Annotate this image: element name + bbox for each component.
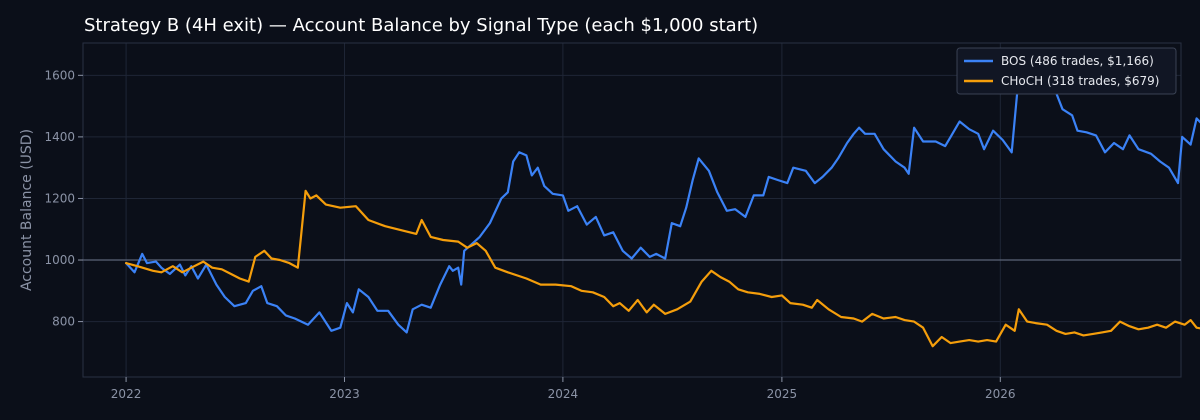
y-tick-label: 800 xyxy=(52,315,75,329)
legend: BOS (486 trades, $1,166) CHoCH (318 trad… xyxy=(956,47,1177,95)
legend-label-bos: BOS (486 trades, $1,166) xyxy=(1001,54,1154,68)
y-axis-label: Account Balance (USD) xyxy=(19,129,35,291)
plot-area-frame xyxy=(82,42,1182,378)
series-line-bos xyxy=(124,58,1200,334)
legend-label-choch: CHoCH (318 trades, $679) xyxy=(1001,74,1159,88)
x-tick-label: 2023 xyxy=(329,387,360,401)
series-lines xyxy=(124,58,1200,348)
chart-title: Strategy B (4H exit) — Account Balance b… xyxy=(84,15,758,36)
x-tick-label: 2024 xyxy=(548,387,579,401)
x-tick-label: 2022 xyxy=(111,387,142,401)
y-tick-label: 1000 xyxy=(44,253,75,267)
y-tick-label: 1400 xyxy=(44,130,75,144)
axis-ticks: 800 1000 1200 1400 1600 2022 2023 2024 2025 2026 xyxy=(44,68,1015,401)
series-line-choch xyxy=(124,189,1200,348)
legend-box xyxy=(956,47,1177,95)
x-tick-label: 2025 xyxy=(767,387,798,401)
x-tick-label: 2026 xyxy=(985,387,1016,401)
y-tick-label: 1600 xyxy=(44,68,75,82)
y-tick-label: 1200 xyxy=(44,191,75,205)
